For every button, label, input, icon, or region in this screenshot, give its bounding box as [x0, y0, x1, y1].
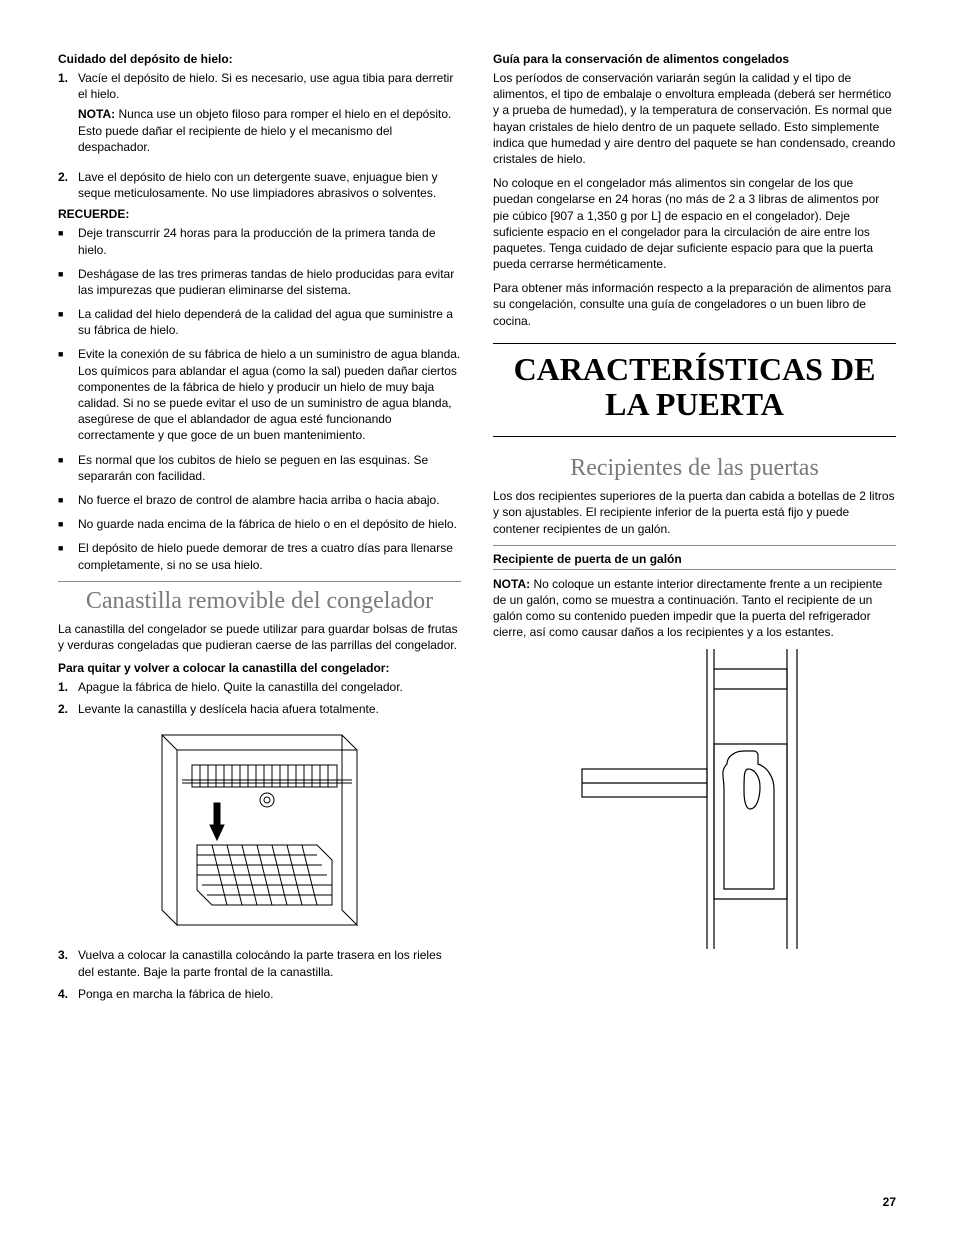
title-line-2: LA PUERTA — [605, 386, 784, 422]
note-text: Nunca use un objeto filoso para romper e… — [78, 107, 451, 153]
list-item: 2. Lave el depósito de hielo con un dete… — [58, 169, 461, 201]
list-item: ■No fuerce el brazo de control de alambr… — [58, 492, 461, 508]
list-text: Evite la conexión de su fábrica de hielo… — [78, 346, 461, 443]
list-item: ■Es normal que los cubitos de hielo se p… — [58, 452, 461, 484]
list-item: ■Deje transcurrir 24 horas para la produ… — [58, 225, 461, 257]
freezer-basket-title: Canastilla removible del congelador — [58, 588, 461, 615]
list-text: Lave el depósito de hielo con un deterge… — [78, 169, 461, 201]
list-item: 1.Apague la fábrica de hielo. Quite la c… — [58, 679, 461, 695]
note-text: No coloque un estante interior directame… — [493, 577, 882, 640]
bullet-icon: ■ — [58, 452, 78, 484]
list-text: La calidad del hielo dependerá de la cal… — [78, 306, 461, 338]
list-item: ■La calidad del hielo dependerá de la ca… — [58, 306, 461, 338]
freezer-basket-paragraph: La canastilla del congelador se puede ut… — [58, 621, 461, 653]
list-item: 3.Vuelva a colocar la canastilla colocán… — [58, 947, 461, 979]
bullet-icon: ■ — [58, 540, 78, 572]
list-text: Deje transcurrir 24 horas para la produc… — [78, 225, 461, 257]
freezer-basket-illustration — [142, 725, 377, 935]
note-block: NOTA: Nunca use un objeto filoso para ro… — [78, 106, 461, 155]
list-body: Vacíe el depósito de hielo. Si es necesa… — [78, 70, 461, 163]
list-number: 1. — [58, 679, 78, 695]
ice-bin-care-heading: Cuidado del depósito de hielo: — [58, 52, 461, 66]
list-number: 3. — [58, 947, 78, 979]
gallon-bin-note: NOTA: No coloque un estante interior dir… — [493, 576, 896, 641]
right-column: Guía para la conservación de alimentos c… — [493, 52, 896, 1008]
frozen-food-guide-heading: Guía para la conservación de alimentos c… — [493, 52, 896, 66]
list-text: Vuelva a colocar la canastilla colocándo… — [78, 947, 461, 979]
door-bins-title: Recipientes de las puertas — [493, 455, 896, 482]
divider — [493, 545, 896, 546]
list-item: ■Evite la conexión de su fábrica de hiel… — [58, 346, 461, 443]
two-column-layout: Cuidado del depósito de hielo: 1. Vacíe … — [58, 52, 896, 1008]
list-text: Apague la fábrica de hielo. Quite la can… — [78, 679, 461, 695]
note-label: NOTA: — [78, 107, 115, 121]
list-text: Deshágase de las tres primeras tandas de… — [78, 266, 461, 298]
bullet-icon: ■ — [58, 225, 78, 257]
list-number: 2. — [58, 701, 78, 717]
paragraph: Para obtener más información respecto a … — [493, 280, 896, 329]
list-text: Vacíe el depósito de hielo. Si es necesa… — [78, 71, 453, 101]
divider — [493, 569, 896, 570]
list-text: No guarde nada encima de la fábrica de h… — [78, 516, 461, 532]
bullet-icon: ■ — [58, 266, 78, 298]
divider — [58, 581, 461, 582]
bullet-icon: ■ — [58, 306, 78, 338]
list-number: 2. — [58, 169, 78, 201]
list-text: No fuerce el brazo de control de alambre… — [78, 492, 461, 508]
list-item: ■El depósito de hielo puede demorar de t… — [58, 540, 461, 572]
gallon-bin-heading: Recipiente de puerta de un galón — [493, 552, 896, 566]
list-text: Ponga en marcha la fábrica de hielo. — [78, 986, 461, 1002]
list-number: 1. — [58, 70, 78, 163]
divider — [493, 436, 896, 437]
door-bins-paragraph: Los dos recipientes superiores de la pue… — [493, 488, 896, 537]
page-number: 27 — [883, 1195, 896, 1209]
bullet-icon: ■ — [58, 346, 78, 443]
door-features-title: CARACTERÍSTICAS DE LA PUERTA — [493, 352, 896, 422]
list-text: El depósito de hielo puede demorar de tr… — [78, 540, 461, 572]
remove-replace-heading: Para quitar y volver a colocar la canast… — [58, 661, 461, 675]
list-item: 4.Ponga en marcha la fábrica de hielo. — [58, 986, 461, 1002]
list-item: 2.Levante la canastilla y deslícela haci… — [58, 701, 461, 717]
list-number: 4. — [58, 986, 78, 1002]
note-label: NOTA: — [493, 577, 530, 591]
list-item: 1. Vacíe el depósito de hielo. Si es nec… — [58, 70, 461, 163]
list-item: ■No guarde nada encima de la fábrica de … — [58, 516, 461, 532]
paragraph: No coloque en el congelador más alimento… — [493, 175, 896, 272]
door-bin-illustration — [552, 649, 837, 949]
list-item: ■Deshágase de las tres primeras tandas d… — [58, 266, 461, 298]
bullet-icon: ■ — [58, 492, 78, 508]
left-column: Cuidado del depósito de hielo: 1. Vacíe … — [58, 52, 461, 1008]
title-line-1: CARACTERÍSTICAS DE — [514, 351, 876, 387]
list-text: Es normal que los cubitos de hielo se pe… — [78, 452, 461, 484]
paragraph: Los períodos de conservación variarán se… — [493, 70, 896, 167]
divider — [493, 343, 896, 344]
list-text: Levante la canastilla y deslícela hacia … — [78, 701, 461, 717]
bullet-icon: ■ — [58, 516, 78, 532]
remember-heading: RECUERDE: — [58, 207, 461, 221]
